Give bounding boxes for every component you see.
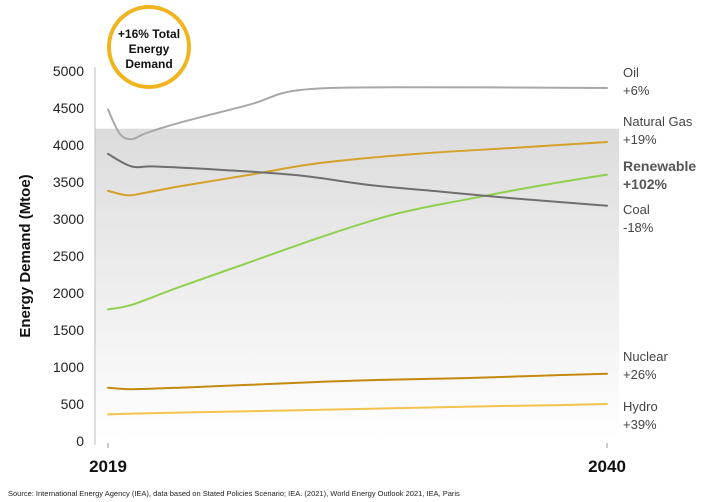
series-name-natural-gas: Natural Gas bbox=[623, 114, 693, 129]
y-tick-label: 1500 bbox=[53, 322, 84, 338]
callout-text-line: +16% Total bbox=[118, 27, 180, 41]
series-name-hydro: Hydro bbox=[623, 399, 658, 414]
series-change-nuclear: +26% bbox=[623, 367, 657, 382]
y-tick-label: 500 bbox=[61, 396, 85, 412]
y-axis-label: Energy Demand (Mtoe) bbox=[17, 174, 34, 337]
callout-text-line: Demand bbox=[125, 57, 172, 71]
y-tick-label: 4500 bbox=[53, 100, 84, 116]
y-tick-label: 2000 bbox=[53, 285, 84, 301]
series-name-coal: Coal bbox=[623, 202, 650, 217]
series-line-hydro bbox=[107, 403, 608, 416]
series-change-natural-gas: +19% bbox=[623, 132, 657, 147]
callout-ring bbox=[107, 5, 191, 89]
source-note: Source: International Energy Agency (IEA… bbox=[8, 489, 460, 498]
x-tick-label: 2019 bbox=[89, 457, 127, 476]
series-change-coal: -18% bbox=[623, 220, 654, 235]
y-tick-label: 4000 bbox=[53, 137, 84, 153]
x-tick-label: 2040 bbox=[588, 457, 626, 476]
series-line-nuclear bbox=[107, 372, 608, 391]
series-line-coal bbox=[107, 152, 608, 207]
y-tick-label: 3500 bbox=[53, 174, 84, 190]
y-tick-label: 5000 bbox=[53, 63, 84, 79]
series-lines bbox=[107, 86, 608, 416]
y-tick-labels: 0 500 1000 1500 2000 2500 3000 3500 4000 4500 5000 bbox=[53, 63, 84, 449]
series-change-oil: +6% bbox=[623, 83, 650, 98]
y-tick-label: 1000 bbox=[53, 359, 84, 375]
x-tick-labels: 2019 2040 bbox=[89, 443, 626, 476]
series-change-renewable: +102% bbox=[623, 176, 668, 192]
shaded-band bbox=[95, 128, 619, 441]
series-change-hydro: +39% bbox=[623, 417, 657, 432]
series-labels: Oil +6% Natural Gas +19% Renewable +102% Coal -… bbox=[623, 65, 696, 432]
series-line-oil bbox=[107, 86, 608, 141]
callout-text-line: Energy bbox=[129, 42, 170, 56]
series-name-nuclear: Nuclear bbox=[623, 349, 668, 364]
series-line-renewable bbox=[107, 173, 608, 311]
series-name-oil: Oil bbox=[623, 65, 639, 80]
y-tick-label: 2500 bbox=[53, 248, 84, 264]
y-tick-label: 0 bbox=[76, 433, 84, 449]
y-tick-label: 3000 bbox=[53, 211, 84, 227]
series-name-renewable: Renewable bbox=[623, 158, 696, 174]
